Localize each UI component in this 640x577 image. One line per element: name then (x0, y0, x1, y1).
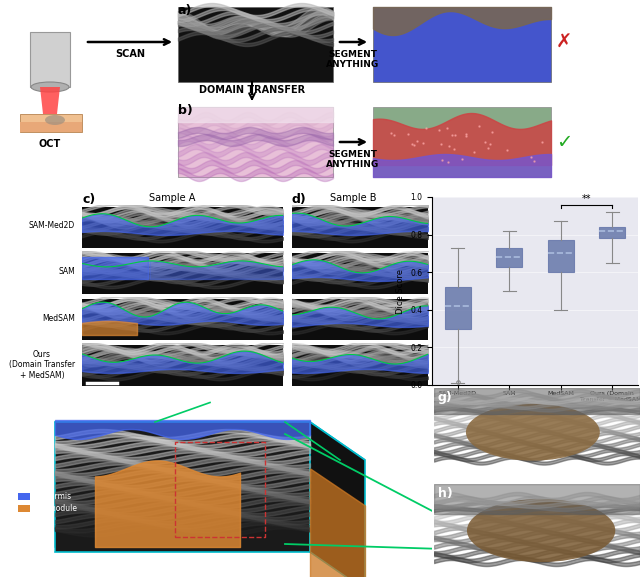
Text: ✓: ✓ (556, 133, 572, 152)
Bar (178, 7, 333, 82)
Text: Ours
(Domain Transfer
+ MedSAM): Ours (Domain Transfer + MedSAM) (9, 350, 75, 380)
Polygon shape (55, 422, 365, 460)
Bar (20, 122, 82, 132)
PathPatch shape (497, 248, 522, 267)
Text: SEGMENT
ANYTHING: SEGMENT ANYTHING (326, 150, 380, 170)
Text: b): b) (178, 104, 193, 117)
Text: c): c) (82, 193, 95, 206)
Text: SEGMENT
ANYTHING: SEGMENT ANYTHING (326, 50, 380, 69)
Ellipse shape (31, 82, 69, 92)
Ellipse shape (45, 115, 65, 125)
Text: BCC nodule: BCC nodule (33, 504, 77, 513)
Text: Epidermis: Epidermis (33, 492, 71, 501)
Polygon shape (20, 114, 82, 132)
Bar (373, 107, 551, 177)
Text: Sample B: Sample B (330, 193, 376, 203)
Bar (178, 107, 333, 177)
Y-axis label: Dice Score: Dice Score (396, 268, 404, 313)
Bar (18, 493, 30, 500)
Text: g): g) (438, 391, 452, 404)
Text: **: ** (582, 194, 591, 204)
PathPatch shape (600, 227, 625, 238)
Text: f): f) (8, 393, 19, 406)
Bar (373, 7, 551, 82)
Text: Sample A: Sample A (149, 193, 195, 203)
Text: h): h) (438, 487, 452, 500)
Text: SAM: SAM (58, 267, 75, 276)
Text: d): d) (291, 193, 306, 206)
Ellipse shape (466, 404, 600, 460)
Text: MedSAM: MedSAM (42, 314, 75, 323)
PathPatch shape (548, 240, 573, 272)
PathPatch shape (445, 287, 470, 328)
Polygon shape (310, 422, 365, 577)
Text: ✗: ✗ (556, 32, 572, 51)
Polygon shape (40, 87, 60, 114)
Ellipse shape (467, 499, 615, 562)
Bar (30, 32, 70, 87)
Bar (18, 505, 30, 512)
Text: SCAN: SCAN (115, 49, 145, 59)
Text: SAM-Med2D: SAM-Med2D (29, 221, 75, 230)
Text: a): a) (178, 4, 193, 17)
Text: OCT: OCT (39, 139, 61, 149)
Polygon shape (55, 422, 310, 552)
Text: DOMAIN TRANSFER: DOMAIN TRANSFER (199, 85, 305, 95)
